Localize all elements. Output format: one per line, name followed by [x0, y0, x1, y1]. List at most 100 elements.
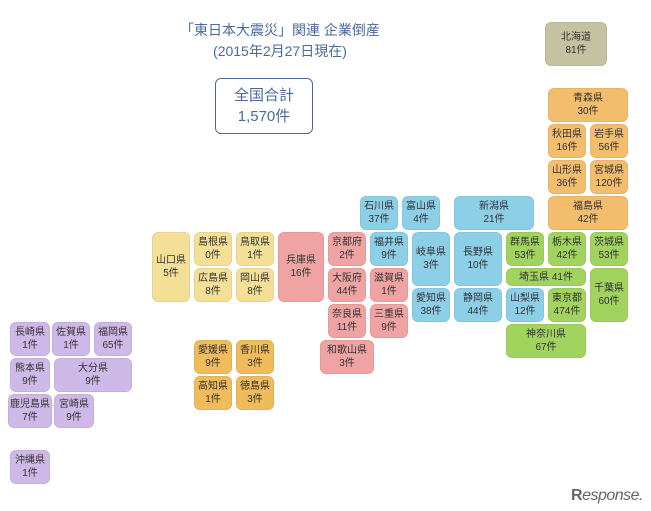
pref-name: 栃木県	[552, 236, 582, 249]
pref-name: 山口県	[156, 254, 186, 267]
pref-kanagawa: 神奈川県67件	[506, 324, 586, 358]
pref-tochigi: 栃木県42件	[548, 232, 586, 266]
pref-name: 静岡県	[463, 292, 493, 305]
pref-kagoshima: 鹿児島県7件	[8, 394, 52, 428]
pref-count: 1件	[247, 249, 263, 262]
pref-name: 熊本県	[15, 362, 45, 375]
pref-count: 44件	[336, 285, 357, 298]
pref-name: 愛媛県	[198, 344, 228, 357]
pref-toyama: 富山県4件	[402, 196, 440, 230]
pref-count: 12件	[514, 305, 535, 318]
pref-saga: 佐賀県1件	[52, 322, 90, 356]
pref-count: 30件	[577, 105, 598, 118]
pref-fukushima: 福島県42件	[548, 196, 628, 230]
pref-count: 7件	[22, 411, 38, 424]
pref-count: 8件	[247, 285, 263, 298]
pref-chiba: 千葉県60件	[590, 268, 628, 322]
pref-name: 山形県	[552, 164, 582, 177]
pref-nara: 奈良県11件	[328, 304, 366, 338]
pref-name: 新潟県	[479, 200, 509, 213]
pref-name: 兵庫県	[286, 254, 316, 267]
pref-name: 富山県	[406, 200, 436, 213]
pref-name: 岩手県	[594, 128, 624, 141]
pref-nagano: 長野県10件	[454, 232, 502, 286]
pref-name: 鹿児島県	[10, 398, 50, 411]
pref-aomori: 青森県30件	[548, 88, 628, 122]
pref-ibaraki: 茨城県53件	[590, 232, 628, 266]
pref-name: 北海道	[561, 31, 591, 44]
pref-count: 3件	[247, 357, 263, 370]
pref-oita: 大分県9件	[54, 358, 132, 392]
pref-wakayama: 和歌山県3件	[320, 340, 374, 374]
pref-iwate: 岩手県56件	[590, 124, 628, 158]
pref-count: 1件	[205, 393, 221, 406]
pref-name: 広島県	[198, 272, 228, 285]
pref-tottori: 鳥取県1件	[236, 232, 274, 266]
pref-count: 1件	[22, 467, 38, 480]
pref-shizuoka: 静岡県44件	[454, 288, 502, 322]
pref-count: 81件	[565, 44, 586, 57]
pref-count: 67件	[535, 341, 556, 354]
pref-name: 宮崎県	[59, 398, 89, 411]
pref-count: 3件	[247, 393, 263, 406]
pref-hokkaido: 北海道81件	[545, 22, 607, 66]
pref-name: 沖縄県	[15, 454, 45, 467]
pref-name: 埼玉県 41件	[519, 271, 573, 284]
pref-osaka: 大阪府44件	[328, 268, 366, 302]
pref-count: 42件	[556, 249, 577, 262]
pref-yamagata: 山形県36件	[548, 160, 586, 194]
pref-niigata: 新潟県21件	[454, 196, 534, 230]
pref-name: 香川県	[240, 344, 270, 357]
pref-count: 4件	[413, 213, 429, 226]
pref-count: 1件	[22, 339, 38, 352]
pref-count: 120件	[596, 177, 623, 190]
pref-count: 11件	[337, 321, 357, 334]
pref-count: 21件	[483, 213, 504, 226]
pref-mie: 三重県9件	[370, 304, 408, 338]
pref-tokyo: 東京都474件	[548, 288, 586, 322]
pref-yamaguchi: 山口県5件	[152, 232, 190, 302]
pref-count: 16件	[290, 267, 311, 280]
pref-count: 42件	[577, 213, 598, 226]
pref-nagasaki: 長崎県1件	[10, 322, 50, 356]
pref-count: 53件	[514, 249, 535, 262]
pref-akita: 秋田県16件	[548, 124, 586, 158]
title-block: 「東日本大震災」関連 企業倒産 (2015年2月27日現在)	[180, 20, 380, 62]
pref-name: 山梨県	[510, 292, 540, 305]
pref-count: 44件	[467, 305, 488, 318]
pref-name: 福岡県	[98, 326, 128, 339]
pref-name: 岐阜県	[416, 246, 446, 259]
pref-count: 53件	[598, 249, 619, 262]
pref-name: 青森県	[573, 92, 603, 105]
pref-count: 1件	[63, 339, 79, 352]
pref-name: 和歌山県	[327, 344, 367, 357]
pref-name: 京都府	[332, 236, 362, 249]
pref-count: 474件	[554, 305, 581, 318]
pref-ehime: 愛媛県9件	[194, 340, 232, 374]
pref-name: 徳島県	[240, 380, 270, 393]
watermark: RResponse.esponse.	[571, 487, 643, 505]
pref-aichi: 愛知県38件	[412, 288, 450, 322]
pref-gunma: 群馬県53件	[506, 232, 544, 266]
pref-kochi: 高知県1件	[194, 376, 232, 410]
pref-count: 60件	[598, 295, 619, 308]
pref-fukui: 福井県9件	[370, 232, 408, 266]
pref-name: 秋田県	[552, 128, 582, 141]
pref-name: 千葉県	[594, 282, 624, 295]
pref-name: 大分県	[78, 362, 108, 375]
pref-count: 16件	[556, 141, 577, 154]
pref-name: 佐賀県	[56, 326, 86, 339]
pref-saitama: 埼玉県 41件	[506, 268, 586, 286]
pref-count: 9件	[381, 249, 397, 262]
pref-name: 愛知県	[416, 292, 446, 305]
pref-count: 9件	[381, 321, 397, 334]
pref-name: 茨城県	[594, 236, 624, 249]
pref-hyogo: 兵庫県16件	[278, 232, 324, 302]
pref-kyoto: 京都府2件	[328, 232, 366, 266]
pref-name: 石川県	[364, 200, 394, 213]
pref-count: 38件	[420, 305, 441, 318]
total-value: 1,570件	[238, 108, 291, 125]
pref-name: 島根県	[198, 236, 228, 249]
pref-name: 福井県	[374, 236, 404, 249]
pref-count: 37件	[368, 213, 389, 226]
